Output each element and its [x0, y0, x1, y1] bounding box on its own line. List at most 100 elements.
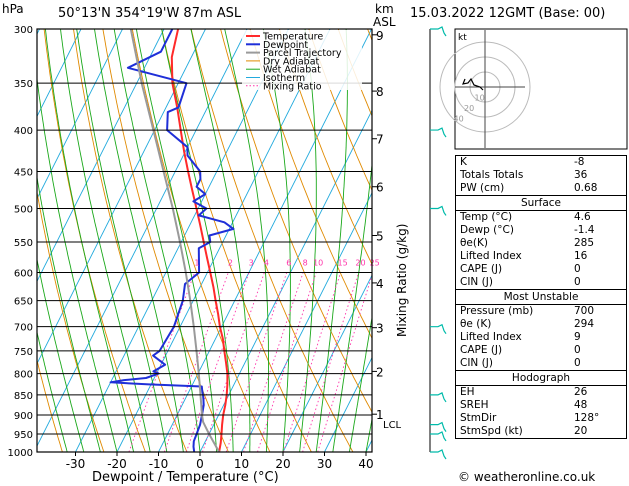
km-tick-label: 9: [376, 29, 384, 43]
wet-adiabat-line: [44, 29, 135, 452]
surface-header: Surface: [456, 196, 626, 211]
wet-adiabat-line: [37, 330, 68, 452]
dry-adiabat-line: [220, 29, 372, 413]
wet-adiabat-line: [262, 29, 291, 452]
mixing-ratio-label: 25: [370, 259, 380, 268]
km-tick-label: 5: [376, 230, 384, 244]
isotherm-line: [241, 191, 372, 452]
wind-barb: [430, 127, 447, 138]
hodograph-frame: [454, 28, 628, 150]
pressure-tick-label: 900: [14, 411, 33, 422]
unstable-row: CIN (J) 0: [460, 357, 581, 369]
isotherm-line: [37, 29, 165, 283]
mixing-ratio-label: 6: [286, 259, 291, 268]
mixing-ratio-label: 20: [355, 259, 365, 268]
surface-row: Dewp (°C) -1.4: [460, 224, 595, 236]
mixing-ratio-label: 1: [194, 259, 199, 268]
hodograph-row: EH 26: [460, 386, 588, 398]
isotherm-line: [324, 356, 372, 452]
isotherm-line: [37, 29, 82, 118]
km-tick-label: 7: [376, 133, 384, 147]
legend-entry: Dewpoint: [263, 40, 308, 51]
index-row-totals: Totals Totals 36: [460, 169, 588, 181]
legend-entry: Parcel Trajectory: [263, 48, 342, 59]
dry-adiabat-line: [278, 29, 372, 266]
pressure-tick-label: 950: [14, 430, 33, 441]
wet-adiabat-line: [348, 314, 372, 452]
surface-row: CAPE (J) 0: [460, 263, 581, 275]
pressure-tick-label: 750: [14, 347, 33, 358]
datetime-title: 15.03.2022 12GMT (Base: 00): [410, 6, 606, 21]
isotherm-line: [282, 274, 372, 452]
x-axis-title: Dewpoint / Temperature (°C): [92, 470, 279, 485]
mixing-ratio-label: 8: [303, 259, 308, 268]
hodograph-unit: kt: [458, 33, 467, 43]
hodograph-row: StmSpd (kt) 20: [460, 425, 588, 437]
lcl-label: LCL: [383, 420, 402, 431]
dewpoint-line: [109, 29, 235, 452]
mixing-ratio-line: [243, 272, 304, 452]
wet-adiabat-line: [113, 29, 201, 452]
dry-adiabat-line: [308, 29, 372, 192]
x-tick-label: -20: [107, 457, 127, 471]
legend-background: [242, 30, 362, 90]
x-tick-label: 40: [358, 457, 373, 471]
km-tick-label: 3: [376, 322, 384, 336]
wind-barb: [430, 431, 447, 442]
hpa-axis-title: hPa: [2, 2, 24, 16]
hodograph-row: SREH 48: [460, 399, 588, 411]
isotherm-line: [37, 29, 248, 448]
wind-barb: [430, 421, 447, 432]
hodograph-ring-label: 20: [464, 104, 474, 113]
hodograph-ring-label: 40: [454, 115, 464, 124]
asl-axis-title: ASL: [373, 15, 396, 29]
pressure-tick-label: 1000: [8, 448, 33, 459]
km-tick-label: 2: [376, 365, 384, 379]
wind-barb: [430, 26, 447, 37]
legend-entry: Mixing Ratio: [263, 81, 322, 92]
mixing-ratio-label: 10: [313, 259, 323, 268]
x-tick-label: 10: [234, 457, 249, 471]
isotherm-line: [37, 29, 123, 200]
km-axis-title: km: [375, 2, 394, 16]
mixing-ratio-line: [257, 272, 317, 452]
pressure-tick-label: 450: [14, 167, 33, 178]
pressure-tick-label: 500: [14, 204, 33, 215]
dry-adiabat-line: [37, 358, 63, 452]
indices-block-general: K -8 Totals Totals 36 PW (cm) 0.68: [455, 155, 627, 196]
wet-adiabat-line: [224, 29, 269, 452]
credit-footer: © weatheronline.co.uk: [458, 470, 596, 484]
mixing-ratio-axis-title: Mixing Ratio (g/kg): [395, 223, 409, 337]
indices-table: K -8 Totals Totals 36 PW (cm) 0.68 Surface …: [455, 155, 627, 439]
isotherm-line: [199, 109, 372, 452]
pressure-tick-label: 800: [14, 370, 33, 381]
mixing-ratio-line: [302, 272, 360, 452]
surface-row: θe(K) 285: [460, 237, 595, 249]
location-title: 50°13'N 354°19'W 87m ASL: [58, 6, 242, 21]
mixing-ratio-line: [317, 273, 372, 452]
x-tick-label: -10: [149, 457, 169, 471]
wind-barb: [430, 323, 447, 335]
pressure-tick-label: 350: [14, 79, 33, 90]
isotherm-line: [75, 29, 289, 452]
dry-adiabat-line: [43, 29, 146, 452]
surface-row: CIN (J) 0: [460, 276, 581, 288]
mixing-ratio-line: [185, 272, 250, 452]
surface-row: Temp (°C) 4.6: [460, 211, 591, 223]
legend-entry: Isotherm: [263, 73, 305, 84]
parcel-trajectory-line: [129, 29, 220, 452]
legend-entry: Dry Adiabat: [263, 56, 320, 67]
pressure-tick-label: 400: [14, 126, 33, 137]
pressure-tick-label: 600: [14, 269, 33, 280]
hodograph-row: StmDir 128°: [460, 412, 600, 424]
mixing-ratio-label: 4: [264, 259, 269, 268]
pressure-tick-label: 850: [14, 391, 33, 402]
pressure-tick-label: 700: [14, 323, 33, 334]
wind-barb: [430, 449, 447, 460]
unstable-row: Pressure (mb) 700: [460, 305, 595, 317]
hodograph-header: Hodograph: [456, 371, 626, 386]
km-tick-label: 4: [376, 277, 384, 291]
km-tick-label: 6: [376, 181, 384, 195]
